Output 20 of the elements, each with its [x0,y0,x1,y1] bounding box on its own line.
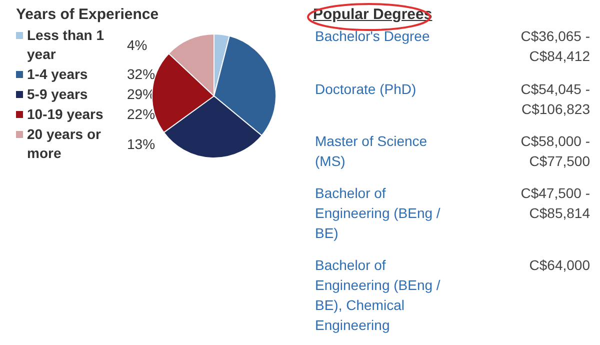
category-label: Doctorate (PhD) [315,80,418,99]
chart-title: Years of Experience [16,6,159,23]
data-label: 22% [127,105,156,124]
category-label: Master of Science (MS) [315,132,428,171]
category-label: Bachelor of Engineering (BEng / BE), Chemical Engineering [315,256,442,335]
legend-label: 1-4 years [27,65,89,84]
legend-label: 10-19 years [27,105,104,124]
text: C$47,500 - C$85,814 [520,185,590,221]
legend-label: Less than 1 year [27,26,106,64]
data-label: 4% [127,36,148,54]
text: C$64,000 [529,257,590,273]
text: C$54,045 - C$106,823 [520,81,590,117]
text: C$36,065 - C$84,412 [520,28,590,64]
text: C$58,000 - C$77,500 [520,133,590,169]
legend-label: 20 years or more [27,125,102,163]
data-label: 32% [127,65,156,84]
category-label: Bachelor's Degree [315,27,431,46]
category-label: Bachelor of Engineering (BEng / BE) [315,184,442,243]
data-label: 13% [127,134,156,154]
legend-label: 5-9 years [27,85,89,104]
